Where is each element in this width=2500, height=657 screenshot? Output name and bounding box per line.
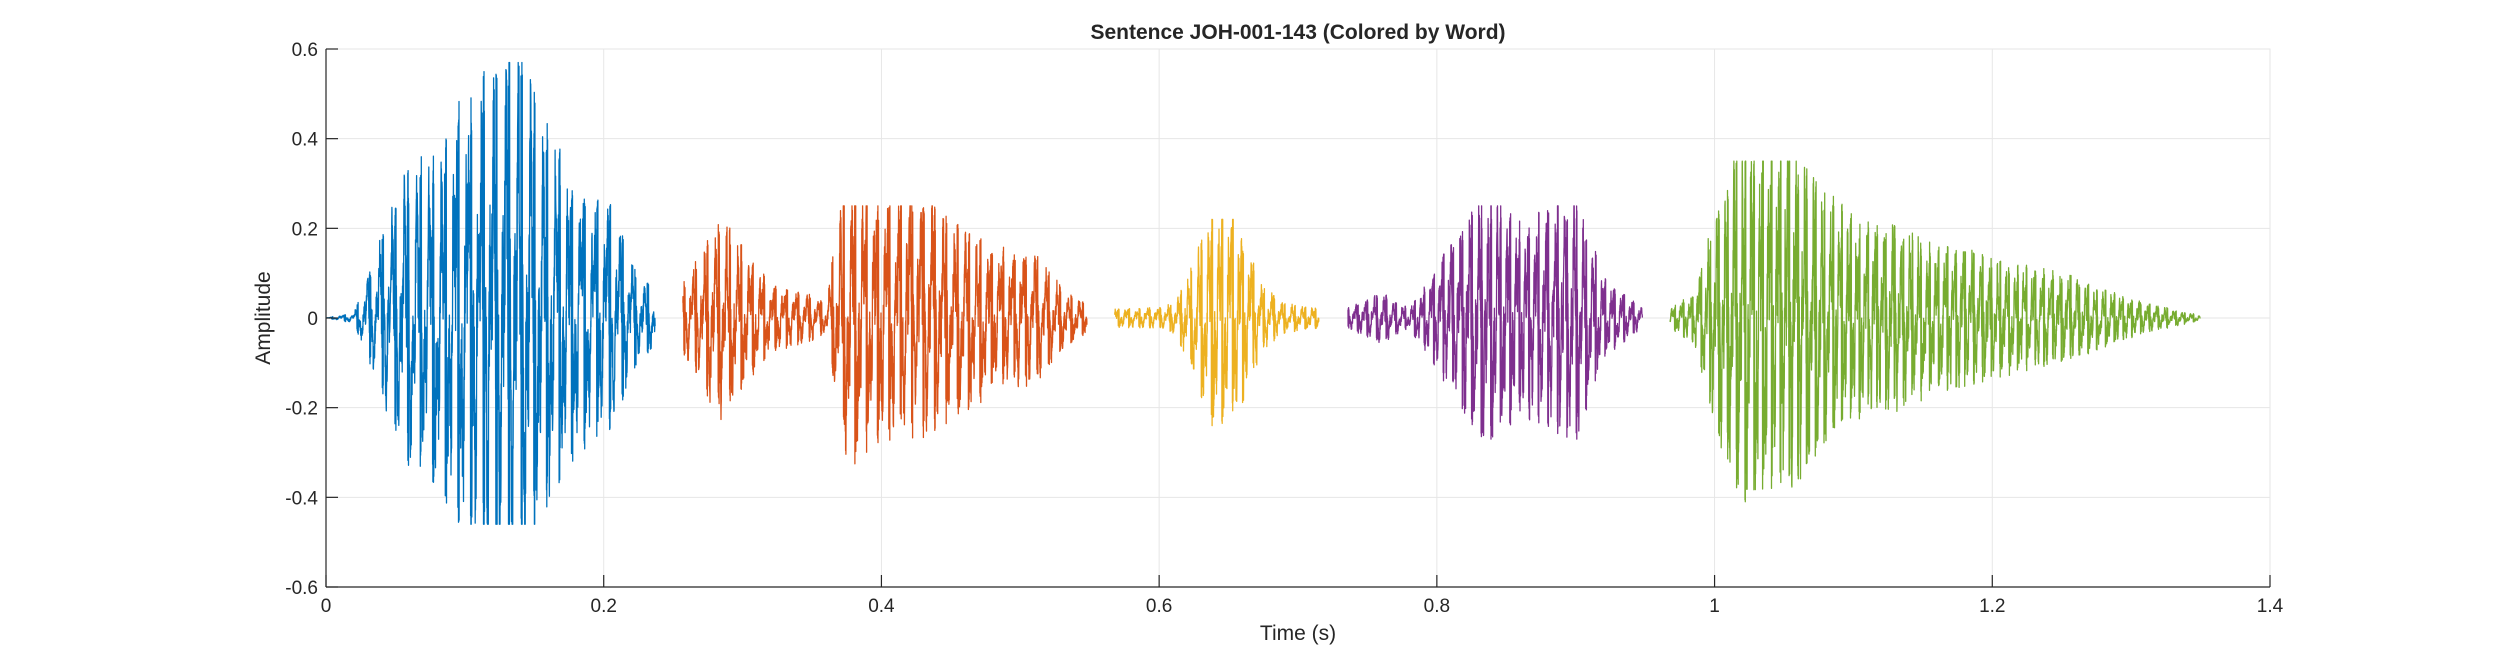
y-axis-label: Amplitude <box>252 271 275 364</box>
chart-title: Sentence JOH-001-143 (Colored by Word) <box>1090 21 1505 44</box>
x-tick-label: 1 <box>1709 596 1720 617</box>
waveform-series-line <box>325 61 656 525</box>
waveform-series-line <box>1669 160 2202 503</box>
x-axis-label: Time (s) <box>1260 622 1336 645</box>
x-tick-label: 0 <box>321 596 332 617</box>
x-tick-label: 0.4 <box>868 596 895 617</box>
x-tick-label: 0.6 <box>1146 596 1172 617</box>
y-tick-label: 0.2 <box>292 219 318 240</box>
y-tick-label: 0.6 <box>292 40 318 61</box>
x-tick-label: 1.2 <box>1979 596 2005 617</box>
waveform-series-line <box>1347 205 1644 440</box>
y-tick-label: 0.4 <box>292 130 319 151</box>
y-tick-label: 0 <box>307 309 318 330</box>
grid-lines <box>326 49 2270 587</box>
y-tick-label: -0.4 <box>285 488 318 509</box>
x-tick-label: 0.2 <box>591 596 617 617</box>
axis-ticks: 0 0.2 0.4 0.6 0.8 1 1.2 1.4 -0.6 -0.4 -0.2 0 0.2 0.4 0… <box>285 40 2283 617</box>
y-tick-label: -0.2 <box>285 399 318 420</box>
waveform-series-group <box>325 61 2202 525</box>
y-tick-label: -0.6 <box>285 578 318 599</box>
waveform-series-line <box>1114 218 1320 427</box>
waveform-series-line <box>682 205 1088 465</box>
x-tick-label: 1.4 <box>2257 596 2284 617</box>
x-tick-label: 0.8 <box>1424 596 1450 617</box>
